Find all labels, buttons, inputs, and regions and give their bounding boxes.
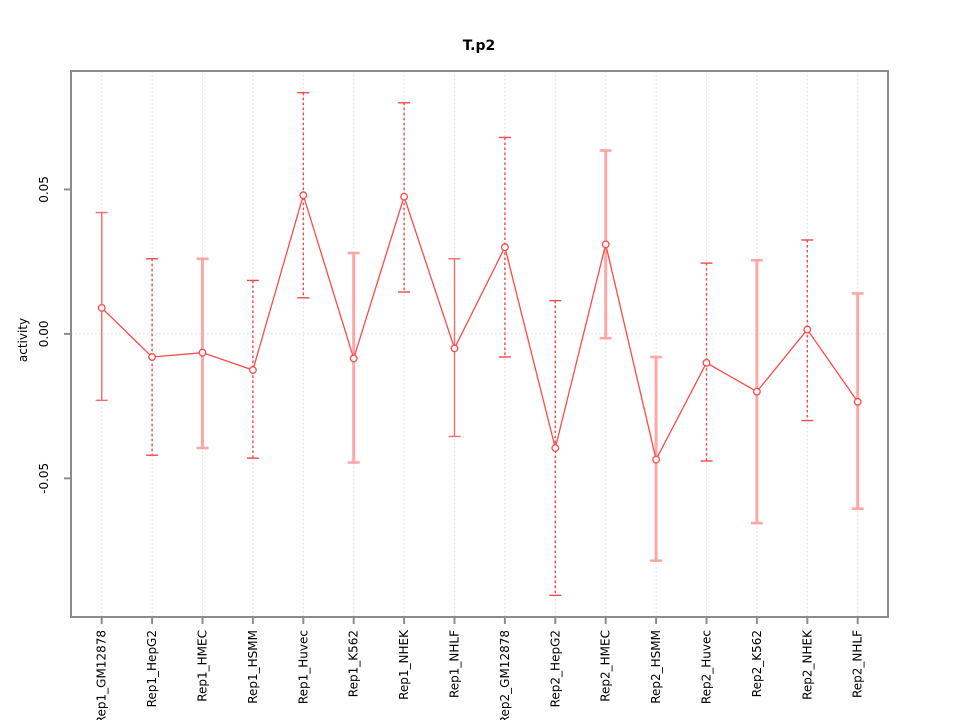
data-point <box>97 303 106 312</box>
data-point <box>652 455 661 464</box>
x-tick-label: Rep2_NHEK <box>800 629 814 700</box>
y-tick-label: 0.05 <box>37 176 51 203</box>
y-axis-label: activity <box>16 318 30 362</box>
data-point <box>198 348 207 357</box>
data-point <box>248 366 257 374</box>
series-line <box>101 192 859 462</box>
data-point <box>803 325 812 334</box>
y-tick-label: 0.00 <box>37 321 51 348</box>
data-point <box>500 243 509 252</box>
x-tick-label: Rep1_Huvec <box>296 630 310 704</box>
data-point <box>752 387 761 396</box>
data-point <box>450 344 459 353</box>
data-point <box>400 192 409 201</box>
x-tick-label: Rep1_HMEC <box>196 630 210 702</box>
data-point <box>853 397 862 406</box>
data-point <box>299 191 308 200</box>
y-tick-label: -0.05 <box>37 463 51 494</box>
x-tick-label: Rep1_HSMM <box>246 630 260 704</box>
data-point <box>702 358 711 367</box>
x-tick-label: Rep2_HSMM <box>649 630 663 704</box>
plot-box <box>70 70 889 618</box>
chart-title: T.p2 <box>463 38 496 54</box>
data-point <box>148 353 157 361</box>
x-tick-label: Rep1_NHLF <box>448 630 462 698</box>
x-tick-label: Rep2_K562 <box>750 630 764 697</box>
plot-area: 0.05 0.00 -0.05 Rep1_GM12878 Rep1_HepG2 Rep1_… <box>37 70 889 724</box>
x-tick-label: Rep2_HMEC <box>599 630 613 702</box>
x-tick-label: Rep1_GM12878 <box>95 630 109 720</box>
x-tick-label: Rep1_HepG2 <box>145 630 159 707</box>
data-point <box>349 354 358 363</box>
x-tick-label: Rep1_K562 <box>347 630 361 697</box>
x-tick-label: Rep2_Huvec <box>700 630 714 704</box>
data-point <box>601 240 610 249</box>
x-tick-label: Rep2_NHLF <box>851 630 865 698</box>
x-tick-label: Rep2_HepG2 <box>548 630 562 707</box>
data-point <box>551 444 560 452</box>
x-tick-label: Rep2_GM12878 <box>498 630 512 720</box>
x-tick-label: Rep1_NHEK <box>397 629 411 700</box>
